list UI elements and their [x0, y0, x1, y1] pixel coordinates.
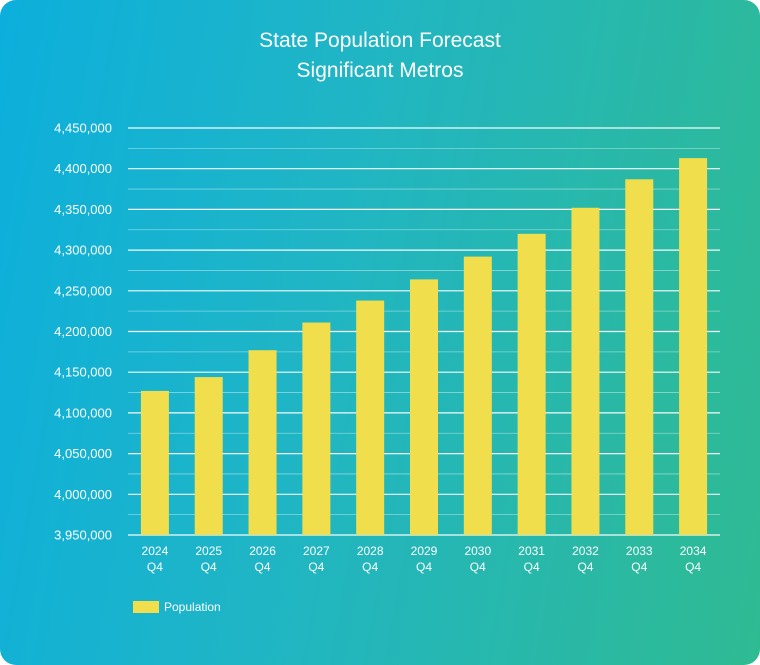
- y-tick-label: 4,400,000: [54, 161, 112, 176]
- x-tick-label-quarter: Q4: [577, 560, 593, 574]
- bar: [625, 179, 654, 536]
- y-tick-label: 4,050,000: [54, 446, 112, 461]
- x-tick-label-year: 2034: [680, 544, 707, 558]
- bar: [194, 377, 223, 535]
- bar: [302, 322, 331, 535]
- legend-swatch: [133, 601, 159, 613]
- x-tick-label-year: 2029: [411, 544, 438, 558]
- bar: [356, 300, 385, 535]
- bars: [140, 158, 708, 536]
- y-tick-label: 4,350,000: [54, 202, 112, 217]
- x-tick-label-quarter: Q4: [524, 560, 540, 574]
- y-tick-label: 4,100,000: [54, 405, 112, 420]
- x-tick-label-year: 2024: [142, 544, 169, 558]
- bar: [517, 233, 546, 535]
- bar: [571, 207, 600, 535]
- y-tick-label: 4,200,000: [54, 324, 112, 339]
- chart-title: State Population Forecast Significant Me…: [0, 26, 760, 86]
- x-tick-label-quarter: Q4: [416, 560, 432, 574]
- x-tick-label-year: 2032: [572, 544, 599, 558]
- y-tick-label: 4,450,000: [54, 121, 112, 136]
- y-tick-label: 3,950,000: [54, 528, 112, 543]
- y-tick-label: 4,000,000: [54, 487, 112, 502]
- x-tick-label-year: 2025: [195, 544, 222, 558]
- x-tick-label-quarter: Q4: [255, 560, 271, 574]
- x-tick-label-quarter: Q4: [362, 560, 378, 574]
- bar: [140, 390, 169, 535]
- y-tick-label: 4,150,000: [54, 365, 112, 380]
- x-tick-label-quarter: Q4: [685, 560, 701, 574]
- chart-title-line1: State Population Forecast: [259, 29, 501, 52]
- x-tick-label-quarter: Q4: [470, 560, 486, 574]
- y-tick-label: 4,250,000: [54, 283, 112, 298]
- chart-title-line2: Significant Metros: [296, 59, 464, 82]
- x-axis-ticks: 2024 Q4 2025 Q4 2026 Q4 2027 Q4 2028 Q4 2029 Q4 2030…: [142, 544, 707, 574]
- bar: [248, 350, 277, 535]
- legend-label: Population: [164, 600, 221, 614]
- bar: [463, 256, 492, 535]
- x-tick-label-year: 2028: [357, 544, 384, 558]
- y-axis-ticks: 4,450,000 4,400,000 4,350,000 4,300,000 4,25…: [54, 121, 112, 543]
- y-tick-label: 4,300,000: [54, 243, 112, 258]
- x-tick-label-year: 2027: [303, 544, 330, 558]
- bar: [410, 279, 438, 535]
- bar: [679, 158, 708, 536]
- x-tick-label-quarter: Q4: [201, 560, 217, 574]
- x-tick-label-quarter: Q4: [631, 560, 647, 574]
- chart-legend: Population: [133, 600, 221, 614]
- x-tick-label-year: 2033: [626, 544, 653, 558]
- x-tick-label-year: 2026: [249, 544, 276, 558]
- x-tick-label-quarter: Q4: [308, 560, 324, 574]
- x-tick-label-year: 2030: [464, 544, 491, 558]
- x-tick-label-year: 2031: [518, 544, 545, 558]
- x-tick-label-quarter: Q4: [147, 560, 163, 574]
